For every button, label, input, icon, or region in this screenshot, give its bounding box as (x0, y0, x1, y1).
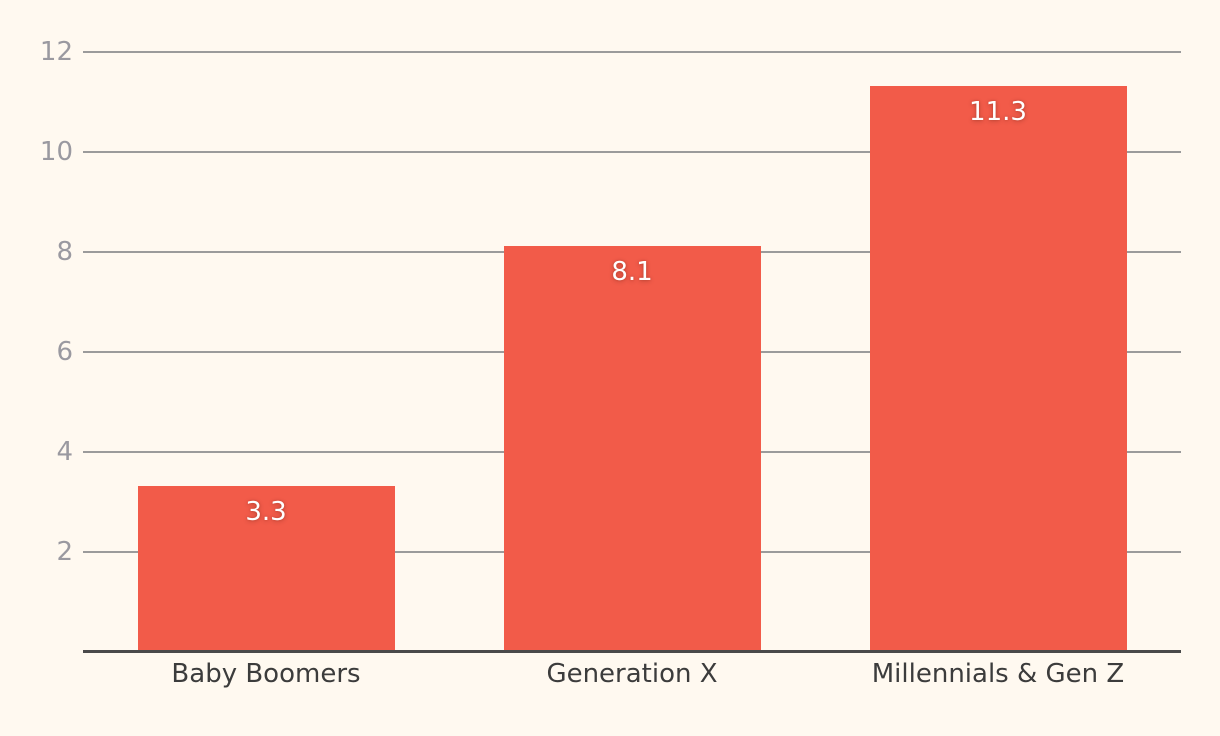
bar: 8.1 (503, 246, 761, 651)
y-tick-label: 4 (56, 437, 73, 467)
y-tick-label: 2 (56, 537, 73, 567)
x-category-label: Baby Boomers (171, 659, 361, 689)
y-tick-label: 12 (39, 37, 73, 67)
y-tick-label: 6 (56, 337, 73, 367)
bar-value-label: 3.3 (245, 497, 287, 527)
y-tick-label: 10 (39, 137, 73, 167)
x-axis-line (83, 650, 1181, 653)
bar-value-label: 8.1 (611, 257, 653, 287)
gridline (83, 51, 1181, 53)
bar-value-label: 11.3 (969, 97, 1027, 127)
bar: 3.3 (137, 486, 395, 651)
gridline (83, 151, 1181, 153)
bar: 11.3 (869, 86, 1127, 651)
x-category-label: Generation X (546, 659, 718, 689)
y-tick-label: 8 (56, 237, 73, 267)
x-category-label: Millennials & Gen Z (871, 659, 1125, 689)
